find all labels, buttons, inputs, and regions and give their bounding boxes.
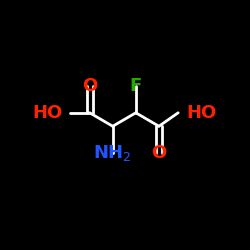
Text: F: F [130, 77, 142, 95]
Text: HO: HO [186, 104, 216, 122]
Text: O: O [151, 144, 166, 162]
Text: O: O [82, 77, 97, 95]
Text: HO: HO [32, 104, 63, 122]
Text: NH$_2$: NH$_2$ [94, 143, 132, 163]
